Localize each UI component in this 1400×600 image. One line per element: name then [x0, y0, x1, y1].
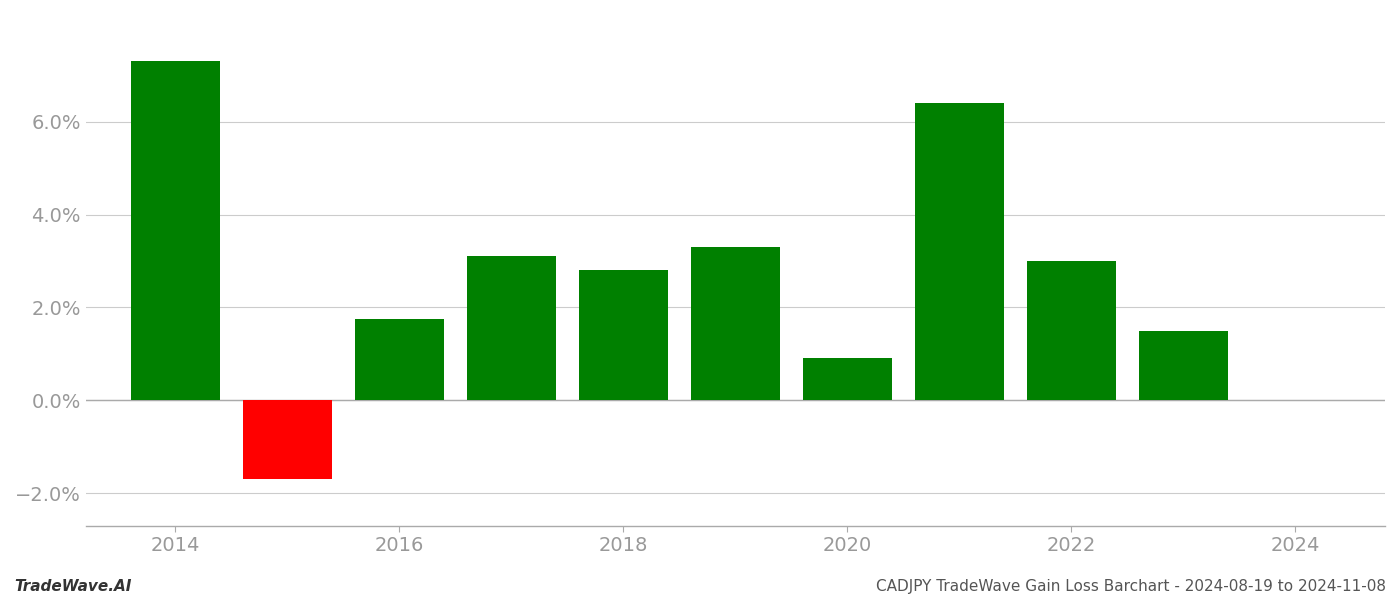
Text: CADJPY TradeWave Gain Loss Barchart - 2024-08-19 to 2024-11-08: CADJPY TradeWave Gain Loss Barchart - 20…	[876, 579, 1386, 594]
Bar	[690, 247, 780, 400]
Bar	[1026, 261, 1116, 400]
Bar	[466, 256, 556, 400]
Bar	[802, 358, 892, 400]
Bar	[354, 319, 444, 400]
Text: TradeWave.AI: TradeWave.AI	[14, 579, 132, 594]
Bar	[578, 270, 668, 400]
Bar	[242, 400, 332, 479]
Bar	[130, 61, 220, 400]
Bar	[1138, 331, 1228, 400]
Bar	[914, 103, 1004, 400]
